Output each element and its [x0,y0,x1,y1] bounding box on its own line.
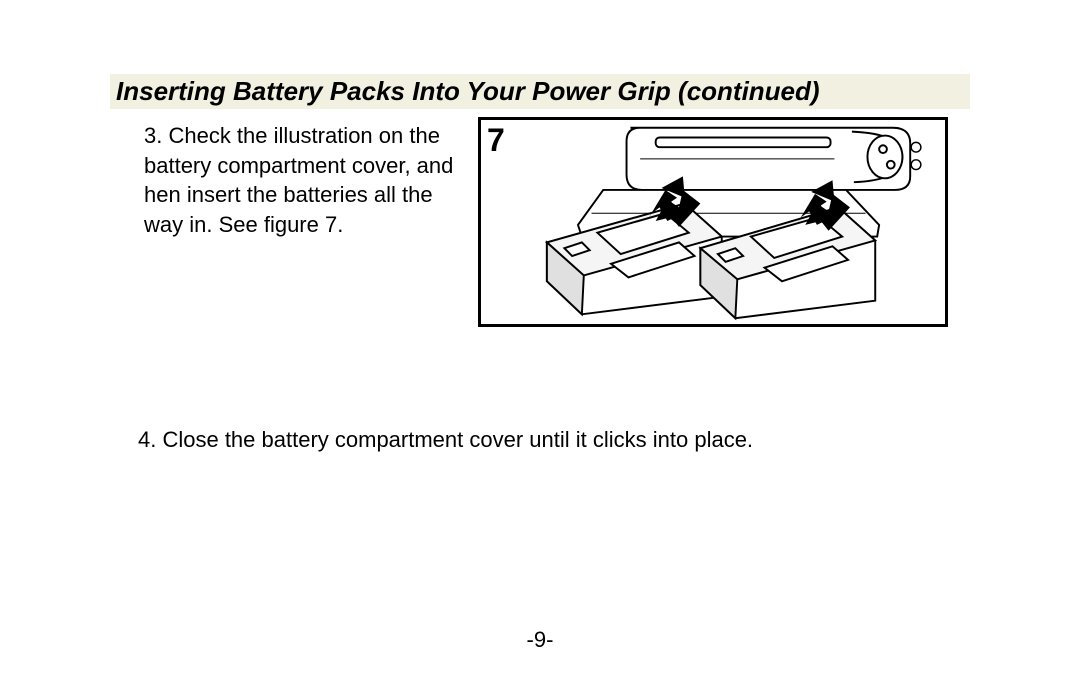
manual-page: Inserting Battery Packs Into Your Power … [0,0,1080,453]
step3-row: 3. Check the illustration on the battery… [110,117,970,327]
page-number: -9- [0,627,1080,653]
step4-text: 4. Close the battery compartment cover u… [110,427,970,453]
figure-7: 7 [478,117,948,327]
battery-grip-illustration [481,120,945,324]
figure-number: 7 [487,122,505,159]
step3-text: 3. Check the illustration on the battery… [110,117,460,240]
section-title: Inserting Battery Packs Into Your Power … [110,74,970,109]
